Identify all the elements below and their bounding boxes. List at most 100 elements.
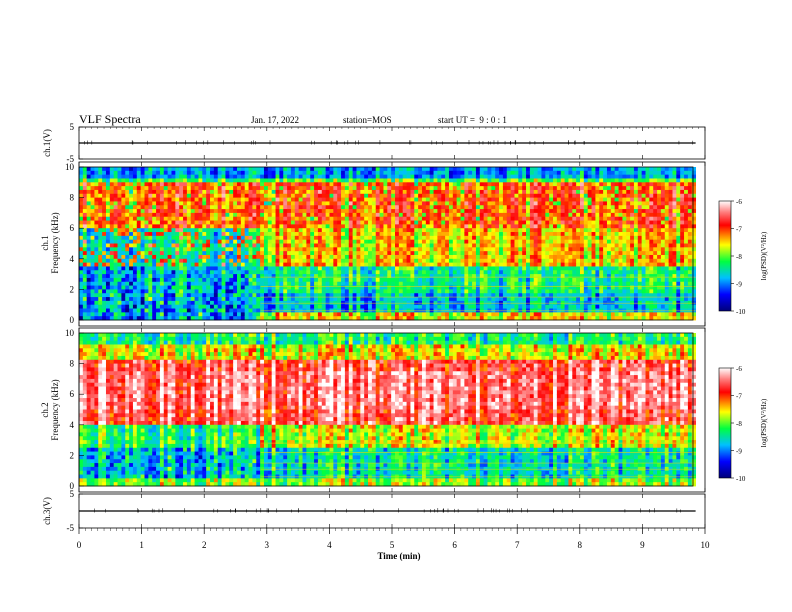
ch1-spectrogram-cell [221,251,226,256]
ch1-spectrogram-cell [171,285,176,290]
ch1-spectrogram-cell [152,178,157,183]
ch1-spectrogram-cell [414,239,419,244]
ch1-spectrogram-cell [317,281,323,286]
ch1-spectrogram-cell [98,235,103,241]
ch1-spectrogram-cell [144,300,149,306]
ch1-spectrogram-cell [499,220,504,225]
ch1-spectrogram-cell [102,189,107,195]
ch1-spectrogram-cell [383,243,388,248]
ch1-spectrogram-cell [229,270,234,275]
ch1-spectrogram-cell [468,262,473,267]
ch1-spectrogram-cell [371,297,377,302]
ch1-spectrogram-cell [159,186,165,191]
ch1-spectrogram-cell [202,247,207,252]
ch1-spectrogram-cell [194,209,199,214]
ch1-spectrogram-cell [136,209,142,214]
ch1-spectrogram-cell [445,186,450,191]
ch1-spectrogram-cell [391,212,396,218]
ch1-spectrogram-cell [391,197,396,202]
ch1-spectrogram-cell [375,182,380,187]
ch1-spectrogram-cell [113,285,118,290]
ch1-spectrogram-cell [410,174,415,179]
ch1-spectrogram-cell [240,186,246,191]
ch1-spectrogram-cell [82,228,88,233]
ch1-spectrogram-cell [464,258,469,264]
ch1-spectrogram-cell [410,266,415,271]
ch1-spectrogram-cell [502,270,508,275]
ch1-spectrogram-cell [121,289,126,294]
ch1-spectrogram-cell [510,228,515,233]
ch1-spectrogram-cell [198,209,203,214]
ch1-spectrogram-cell [371,251,377,256]
ch1-spectrogram-cell [260,304,265,309]
ch1-spectrogram-cell [406,209,411,214]
ch1-spectrogram-cell [529,312,535,317]
ch1-spectrogram-cell [487,254,492,260]
ch1-spectrogram-cell [314,220,319,225]
ch1-spectrogram-cell [98,266,103,271]
ch1-spectrogram-cell [368,289,373,294]
ch1-spectrogram-cell [526,174,531,179]
ch1-spectrogram-cell [479,205,485,210]
ch1-spectrogram-cell [298,216,303,221]
ch1-spectrogram-cell [102,251,107,256]
ch1-spectrogram-cell [256,197,261,202]
ch1-spectrogram-cell [233,277,238,283]
ch1-spectrogram-cell [545,189,550,195]
ch1-spectrogram-cell [152,189,157,195]
ch1-spectrogram-cell [518,281,523,286]
ch1-spectrogram-cell [263,197,269,202]
ch1-spectrogram-cell [348,289,354,294]
ch1-spectrogram-cell [321,274,327,279]
ch1-spectrogram-cell [383,178,388,183]
ch1-spectrogram-cell [549,274,554,279]
ch1-spectrogram-cell [244,304,249,309]
ch1-spectrogram-cell [479,289,485,294]
ch1-spectrogram-cell [263,239,269,244]
ch1-spectrogram-cell [175,178,180,183]
ch1-spectrogram-cell [360,254,365,260]
ch1-spectrogram-cell [175,243,180,248]
ch1-spectrogram-cell [221,281,226,286]
ch1-spectrogram-cell [290,243,296,248]
ch1-spectrogram-cell [344,297,350,302]
ch1-spectrogram-cell [526,186,531,191]
ch1-spectrogram-cell [256,205,261,210]
ch1-spectrogram-cell [310,186,315,191]
ch1-spectrogram-cell [421,262,427,267]
ch1-spectrogram-cell [229,212,234,218]
ch1-spectrogram-cell [445,174,450,179]
ch1-spectrogram-cell [90,304,95,309]
ch1-spectrogram-cell [475,178,481,183]
ch1-spectrogram-cell [341,274,346,279]
ch1-spectrogram-cell [121,281,126,286]
ch1-spectrogram-cell [306,243,311,248]
ch1-spectrogram-cell [237,189,242,195]
ch1-spectrogram-cell [221,289,226,294]
ch1-spectrogram-cell [387,247,392,252]
ch1-spectrogram-cell [159,247,165,252]
ch1-spectrogram-cell [468,316,473,321]
ch1-spectrogram-cell [159,262,165,267]
ch1-spectrogram-cell [302,197,307,202]
ch1-spectrogram-cell [452,228,458,233]
ch1-spectrogram-cell [360,262,365,267]
ch1-spectrogram-cell [360,266,365,271]
ch1-spectrogram-cell [290,224,296,229]
ch1-spectrogram-cell [267,277,273,283]
ch1-spectrogram-cell [545,212,550,218]
ch1-spectrogram-cell [468,254,473,260]
ch1-spectrogram-cell [94,258,99,264]
ch1-spectrogram-cell [132,293,138,298]
ch1-spectrogram-cell [298,205,303,210]
ch1-spectrogram-cell [152,304,157,309]
ch1-spectrogram-cell [487,228,492,233]
ch1-spectrogram-cell [502,228,508,233]
ch1-spectrogram-cell [495,178,500,183]
ch1-spectrogram-cell [248,205,253,210]
ch1-spectrogram-cell [136,170,142,176]
ch1-spectrogram-cell [121,235,126,241]
ch1-spectrogram-cell [171,235,176,241]
ch1-spectrogram-cell [156,205,161,210]
